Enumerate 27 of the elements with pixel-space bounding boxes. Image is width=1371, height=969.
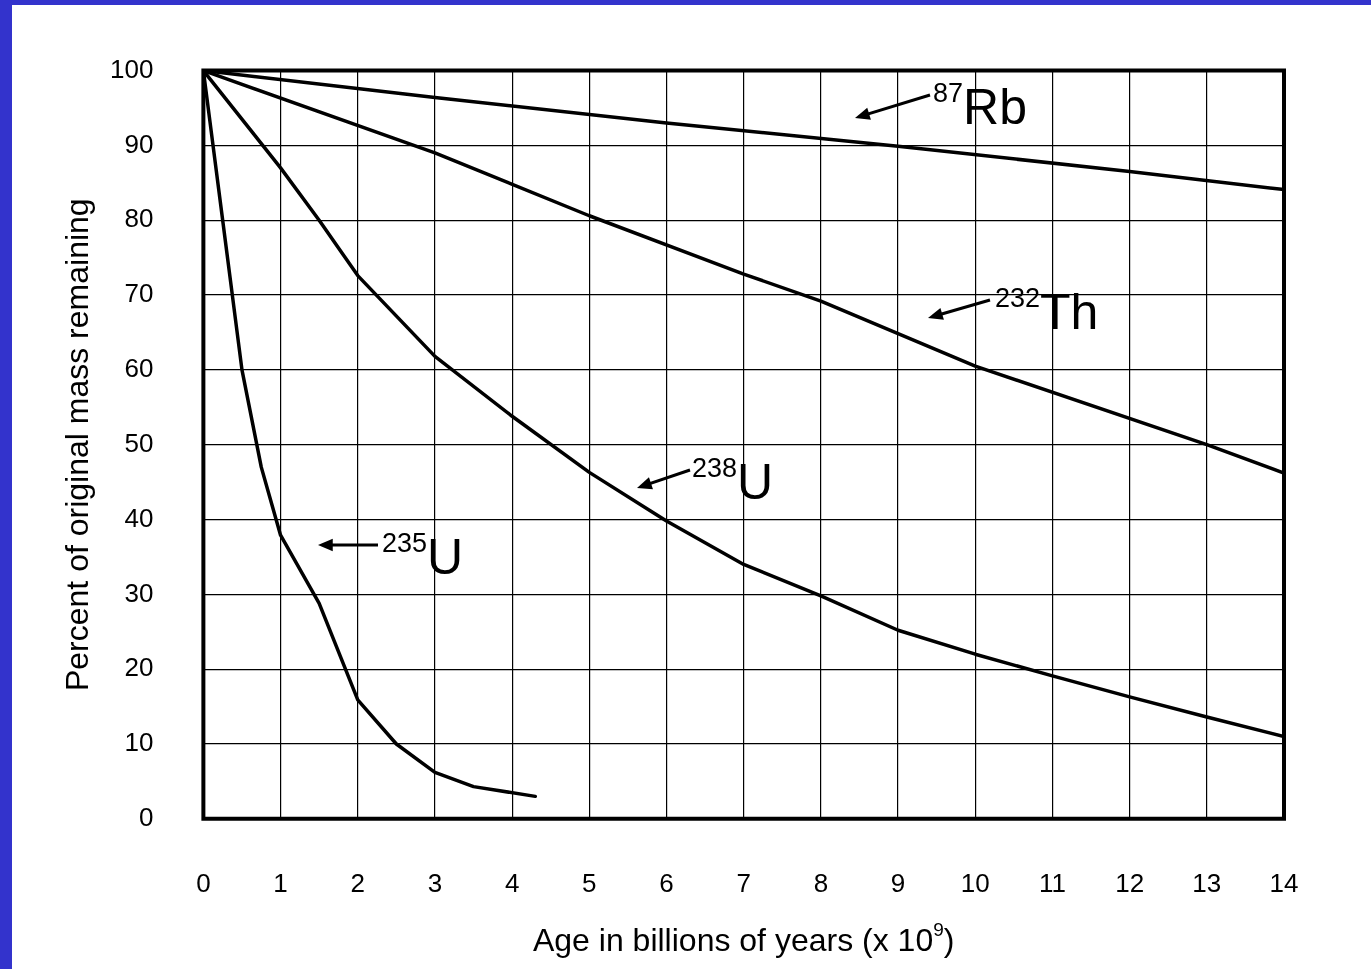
x-tick-label: 9 — [890, 867, 906, 898]
y-tick-label: 40 — [124, 502, 154, 533]
y-tick-label: 100 — [109, 53, 154, 84]
y-tick-label: 20 — [124, 652, 154, 683]
x-tick-label: 8 — [813, 867, 829, 898]
y-tick-label: 10 — [124, 727, 154, 758]
x-tick-label: 13 — [1192, 867, 1222, 898]
y-tick-label: 50 — [124, 427, 154, 458]
x-tick-label: 12 — [1115, 867, 1145, 898]
x-tick-label: 1 — [273, 867, 288, 898]
x-tick-label: 2 — [350, 867, 365, 898]
x-tick-label: 5 — [582, 867, 597, 898]
x-tick-label: 0 — [196, 867, 211, 898]
x-tick-label: 4 — [504, 867, 520, 898]
x-tick-label: 7 — [736, 867, 751, 898]
x-tick-label: 3 — [427, 867, 443, 898]
y-tick-label: 90 — [124, 128, 154, 159]
x-tick-label: 10 — [960, 867, 990, 898]
y-tick-label: 70 — [124, 278, 154, 309]
y-tick-label: 0 — [138, 801, 154, 832]
x-tick-label: 6 — [659, 867, 674, 898]
y-axis-title: Percent of original mass remaining — [59, 198, 95, 692]
y-tick-label: 80 — [124, 203, 154, 234]
y-tick-label: 60 — [124, 353, 154, 384]
x-tick-label: 14 — [1269, 867, 1299, 898]
x-tick-label: 11 — [1038, 867, 1066, 898]
y-tick-label: 30 — [124, 577, 154, 608]
